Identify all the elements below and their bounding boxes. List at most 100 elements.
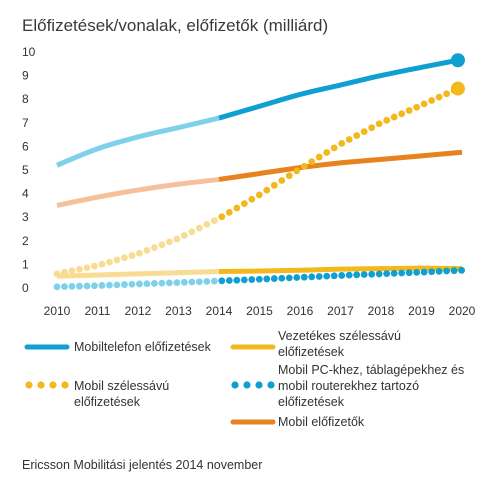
series-mobiltelefon-el-fizet-sek-endpoint	[450, 53, 465, 68]
y-tick-label-10: 10	[22, 45, 36, 59]
y-tick-label-6: 6	[22, 139, 29, 153]
series-mobil-sz-less-v-el-fizet-sek-point	[390, 113, 398, 121]
series-mobil-pc-khez-t-blag-pekhez-s--point	[76, 282, 83, 290]
series-mobil-pc-khez-t-blag-pekhez-s--point	[136, 280, 143, 288]
y-tick-label-1: 1	[22, 257, 29, 271]
x-tick-label-2011: 2011	[85, 304, 111, 318]
series-mobil-sz-less-v-el-fizet-sek-point	[218, 213, 226, 221]
series-mobil-pc-khez-t-blag-pekhez-s--point	[398, 269, 406, 277]
legend-label-mobile-broadband: Mobil szélessávú előfizetések	[74, 379, 170, 409]
series-mobil-sz-less-v-el-fizet-sek-point	[91, 262, 98, 270]
series-mobil-pc-khez-t-blag-pekhez-s--point	[450, 267, 458, 275]
series-mobil-sz-less-v-el-fizet-sek-point	[173, 235, 181, 243]
series-mobil-pc-khez-t-blag-pekhez-s--point	[458, 266, 465, 274]
series-mobil-sz-less-v-el-fizet-sek-point	[353, 132, 361, 139]
series-mobil-pc-khez-t-blag-pekhez-s--point	[165, 279, 173, 287]
legend-label-fixed-broadband: Vezetékes szélessávú előfizetések	[278, 329, 401, 359]
series-mobil-sz-less-v-el-fizet-sek-point	[300, 162, 308, 170]
series-mobil-pc-khez-t-blag-pekhez-s--point	[225, 277, 233, 284]
series-mobil-pc-khez-t-blag-pekhez-s--point	[151, 280, 158, 287]
series-mobil-pc-khez-t-blag-pekhez-s--point	[315, 273, 323, 280]
series-mobil-sz-less-v-el-fizet-sek-point	[53, 270, 61, 278]
series-mobil-pc-khez-t-blag-pekhez-s--point	[195, 278, 203, 286]
series-mobil-pc-khez-t-blag-pekhez-s--point	[61, 283, 68, 291]
series-mobil-sz-less-v-el-fizet-sek-point	[128, 252, 136, 259]
y-tick-label-3: 3	[22, 210, 29, 224]
series-mobil-sz-less-v-el-fizet-sek-point	[255, 191, 263, 199]
series-mobil-pc-khez-t-blag-pekhez-s--point	[390, 269, 398, 277]
series-mobil-pc-khez-t-blag-pekhez-s--point	[98, 282, 106, 289]
series-mobil-pc-khez-t-blag-pekhez-s--point	[293, 274, 301, 281]
series-mobil-sz-less-v-el-fizet-sek-point	[263, 186, 271, 194]
series-mobil-el-fizet-k-forecast-line	[218, 149, 463, 182]
series-mobil-sz-less-v-el-fizet-sek-point	[323, 149, 331, 156]
y-tick-label-0: 0	[22, 281, 29, 295]
series-vezet-kes-sz-less-v-el-fizet-s-history-line	[56, 268, 220, 279]
series-mobil-pc-khez-t-blag-pekhez-s--point	[263, 275, 271, 283]
series-mobil-sz-less-v-el-fizet-sek-point	[121, 254, 128, 262]
y-tick-label-8: 8	[22, 92, 29, 106]
series-mobil-sz-less-v-el-fizet-sek-point	[293, 167, 301, 175]
series-mobil-pc-khez-t-blag-pekhez-s--point	[345, 271, 353, 279]
series-mobil-pc-khez-t-blag-pekhez-s--point	[443, 267, 451, 275]
series-mobil-sz-less-v-el-fizet-sek-endpoint	[450, 81, 465, 96]
series-mobil-sz-less-v-el-fizet-sek-point	[383, 116, 391, 124]
legend-swatch-mobile-subscribers	[230, 419, 276, 425]
series-mobil-sz-less-v-el-fizet-sek-point	[345, 136, 353, 143]
series-mobil-pc-khez-t-blag-pekhez-s--point	[405, 269, 413, 277]
y-tick-label-4: 4	[22, 187, 29, 201]
series-vezet-kes-sz-less-v-el-fizet-s-forecast-line	[218, 265, 463, 274]
series-mobil-pc-khez-t-blag-pekhez-s--point	[330, 272, 338, 280]
series-mobil-sz-less-v-el-fizet-sek-point	[188, 228, 196, 236]
series-mobil-sz-less-v-el-fizet-sek-point	[420, 100, 428, 108]
series-mobil-sz-less-v-el-fizet-sek-point	[240, 200, 248, 208]
series-mobil-sz-less-v-el-fizet-sek-point	[165, 238, 173, 246]
series-mobil-pc-khez-t-blag-pekhez-s--point	[218, 277, 226, 285]
series-mobil-sz-less-v-el-fizet-sek-point	[83, 264, 91, 272]
y-tick-label-5: 5	[22, 163, 29, 177]
x-tick-label-2012: 2012	[125, 304, 152, 318]
series-mobil-pc-khez-t-blag-pekhez-s--point	[435, 267, 443, 275]
x-tick-label-2016: 2016	[287, 304, 314, 318]
series-mobil-sz-less-v-el-fizet-sek-point	[113, 256, 121, 264]
series-mobil-sz-less-v-el-fizet-sek-point	[210, 217, 218, 225]
series-mobil-sz-less-v-el-fizet-sek-point	[195, 224, 203, 232]
y-tick-label-2: 2	[22, 234, 29, 248]
series-mobil-pc-khez-t-blag-pekhez-s--point	[188, 278, 196, 286]
series-mobil-pc-khez-t-blag-pekhez-s--point	[428, 268, 436, 276]
series-mobil-pc-khez-t-blag-pekhez-s--point	[173, 279, 181, 287]
series-mobil-sz-less-v-el-fizet-sek-point	[61, 268, 68, 276]
series-mobil-sz-less-v-el-fizet-sek-point	[285, 172, 293, 180]
series-mobil-sz-less-v-el-fizet-sek-point	[233, 204, 241, 212]
series-mobil-pc-khez-t-blag-pekhez-s--point	[83, 282, 91, 290]
series-mobil-pc-khez-t-blag-pekhez-s--point	[248, 276, 256, 283]
x-tick-label-2020: 2020	[449, 304, 476, 318]
legend-swatch-fixed-broadband	[230, 344, 276, 350]
series-mobil-sz-less-v-el-fizet-sek-point	[338, 140, 346, 147]
series-mobil-pc-khez-t-blag-pekhez-s--point	[300, 273, 308, 281]
series-mobil-pc-khez-t-blag-pekhez-s--point	[113, 281, 121, 289]
legend: Mobiltelefon előfizetések Vezetékes szél…	[24, 329, 464, 429]
series-mobil-pc-khez-t-blag-pekhez-s--point	[270, 275, 278, 282]
series-mobil-sz-less-v-el-fizet-sek-point	[398, 110, 406, 118]
legend-label-mobile-subscribers: Mobil előfizetők	[278, 415, 365, 429]
series-mobil-sz-less-v-el-fizet-sek-point	[428, 97, 436, 104]
series-mobil-pc-khez-t-blag-pekhez-s--point	[278, 274, 286, 282]
series-mobil-pc-khez-t-blag-pekhez-s--point	[368, 270, 376, 278]
series-mobil-sz-less-v-el-fizet-sek-point	[203, 220, 211, 228]
series-mobil-pc-khez-t-blag-pekhez-s--point	[128, 280, 136, 288]
series-mobil-pc-khez-t-blag-pekhez-s--point	[233, 276, 241, 284]
series-mobil-sz-less-v-el-fizet-sek-point	[368, 124, 376, 132]
legend-label-mobile-phone: Mobiltelefon előfizetések	[74, 340, 211, 354]
series-mobil-pc-khez-t-blag-pekhez-s--point	[53, 283, 61, 291]
x-tick-label-2017: 2017	[327, 304, 354, 318]
legend-swatch-mobile-pc	[231, 381, 275, 389]
series-mobil-sz-less-v-el-fizet-sek-point	[98, 260, 106, 268]
series-mobil-sz-less-v-el-fizet-sek-point	[106, 258, 113, 266]
legend-swatch-mobile-phone	[24, 344, 70, 350]
x-tick-label-2013: 2013	[165, 304, 192, 318]
series-mobil-sz-less-v-el-fizet-sek-point	[435, 93, 443, 101]
x-tick-label-2015: 2015	[246, 304, 273, 318]
y-tick-label-9: 9	[22, 69, 29, 83]
chart-plot: 0 1 2 3 4 5 6 7 8 9 10 2010 2011 2012 2013 2014 2015 2016…	[22, 45, 476, 318]
